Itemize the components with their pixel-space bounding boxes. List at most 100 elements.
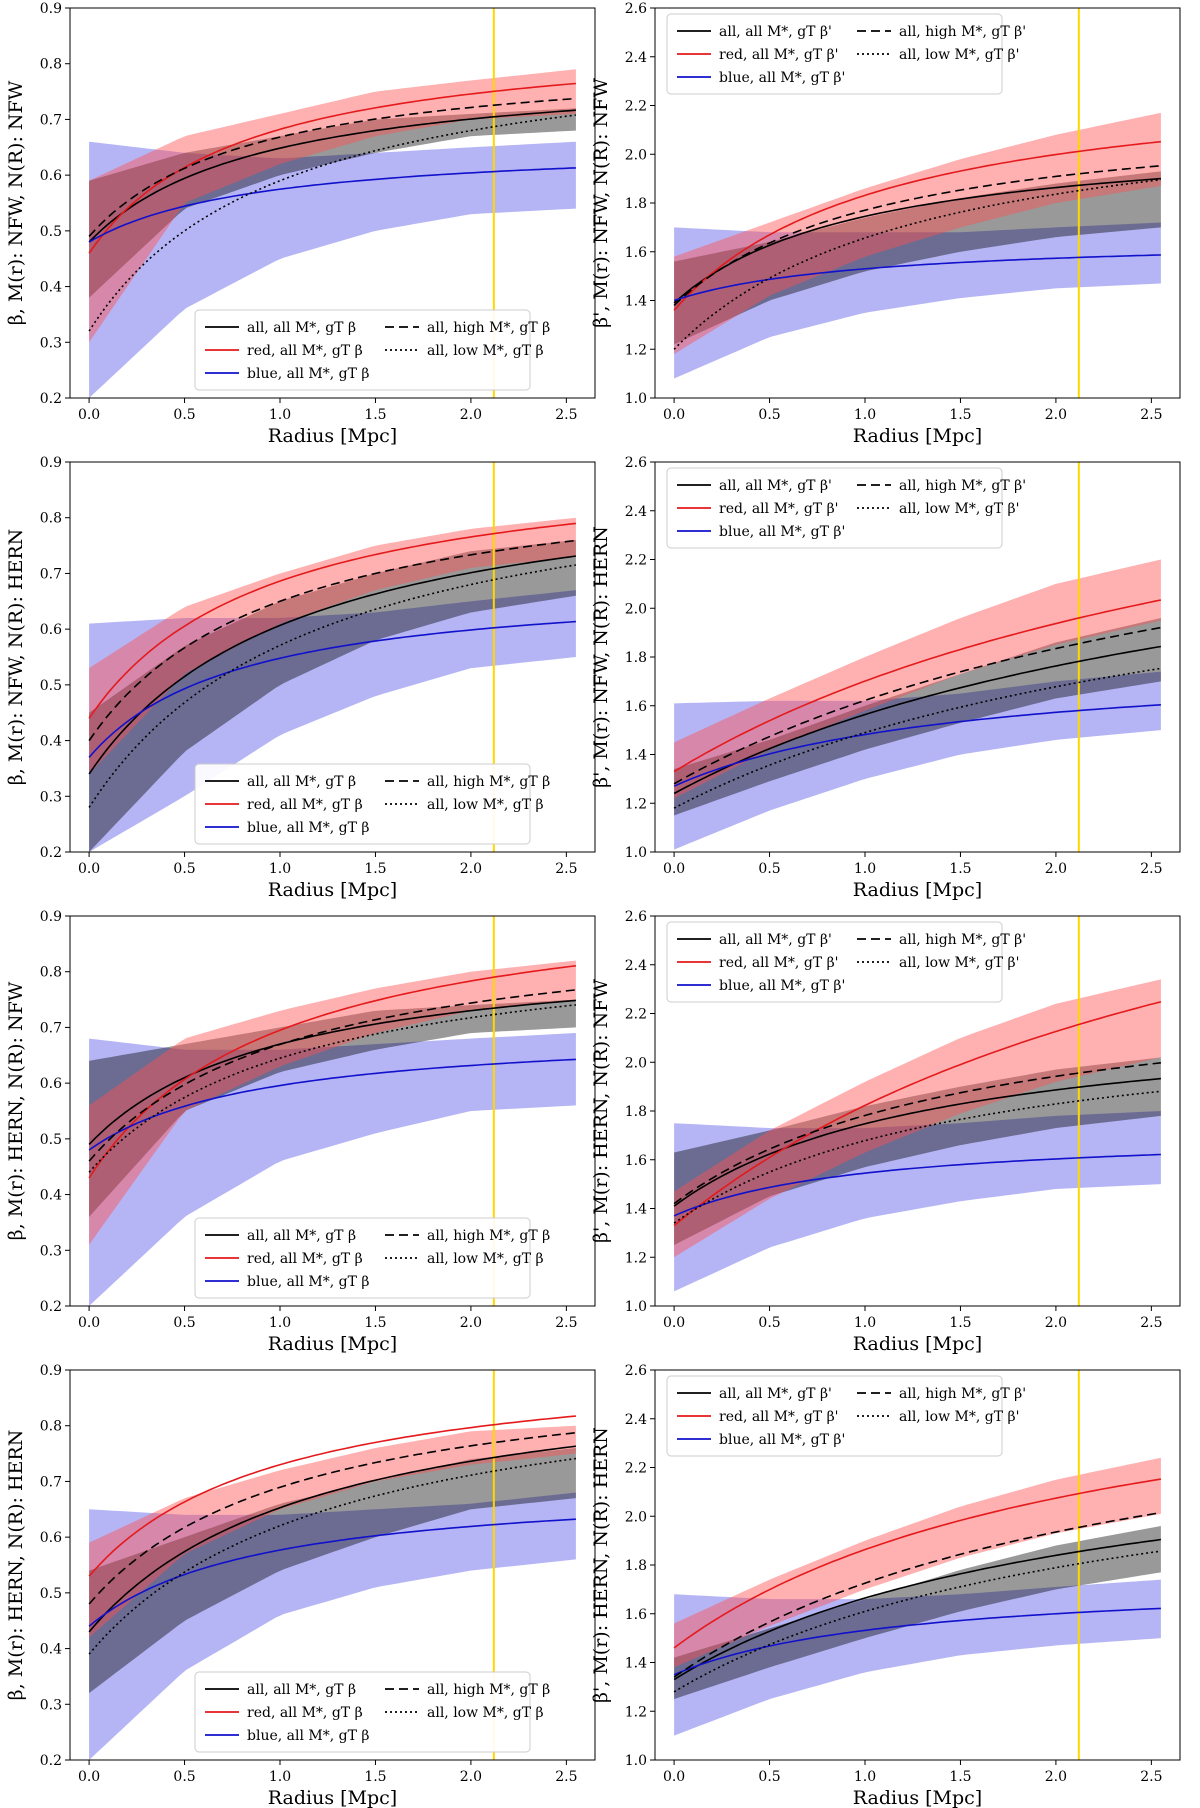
x-tick-label: 0.0 [663, 1315, 685, 1331]
y-tick-label: 0.2 [40, 1299, 62, 1315]
legend-label: blue, all M*, gT β' [719, 524, 845, 540]
x-tick-label: 2.0 [1045, 407, 1067, 423]
chart-panel-row1-right: 0.0 0.5 1.0 1.5 2.0 2.5 1.0 1.2 1.4 1.6 1.8 2.0 2.2 2… [590, 1, 1181, 447]
series-line-1 [673, 599, 1162, 773]
x-axis-label: Radius [Mpc] [853, 879, 982, 901]
series-line-0 [88, 555, 577, 775]
x-tick-label: 1.0 [269, 407, 291, 423]
band-e41a1c [674, 112, 1161, 355]
band-1111cc [674, 1579, 1161, 1736]
band-000000 [674, 1526, 1161, 1700]
legend-label: all, low M*, gT β [427, 343, 544, 359]
legend-label: blue, all M*, gT β [247, 820, 369, 836]
legend-label: all, low M*, gT β' [899, 955, 1019, 971]
x-tick-label: 0.0 [663, 1769, 685, 1785]
x-tick-label: 2.5 [1140, 1315, 1162, 1331]
band-000000 [674, 171, 1161, 345]
plot-area [88, 462, 577, 852]
plot-area [673, 916, 1162, 1306]
y-tick-label: 1.2 [625, 342, 647, 358]
series-line-3 [673, 1511, 1162, 1678]
legend-label: all, low M*, gT β [427, 797, 544, 813]
x-tick-label: 2.5 [555, 1315, 577, 1331]
legend-frame [194, 309, 531, 391]
x-axis-label: Radius [Mpc] [853, 1333, 982, 1355]
legend-label: blue, all M*, gT β [247, 366, 369, 382]
y-tick-label: 1.2 [625, 796, 647, 812]
y-tick-label: 0.7 [40, 1020, 62, 1036]
legend-label: blue, all M*, gT β' [719, 70, 845, 86]
y-axis-label: β', M(r): HERN, N(R): NFW [590, 979, 612, 1243]
x-tick-label: 2.0 [460, 861, 482, 877]
y-tick-label: 0.6 [40, 622, 62, 638]
y-tick-label: 1.6 [625, 699, 647, 715]
series-line-2 [673, 704, 1161, 787]
series-line-3 [673, 164, 1161, 306]
x-tick-label: 0.5 [758, 1769, 780, 1785]
series-line-1 [673, 1478, 1162, 1649]
series-line-2 [673, 254, 1161, 302]
y-tick-label: 2.2 [625, 1007, 647, 1023]
y-tick-label: 0.7 [40, 566, 62, 582]
series-line-3 [88, 1431, 576, 1605]
series-line-1 [673, 140, 1161, 311]
y-tick-label: 2.4 [625, 50, 647, 66]
y-tick-label: 0.8 [40, 1419, 62, 1435]
legend-frame [666, 467, 1003, 549]
x-tick-label: 0.5 [173, 861, 195, 877]
y-axis-label: β', M(r): NFW, N(R): HERN [590, 526, 612, 788]
legend-label: red, all M*, gT β' [719, 47, 839, 63]
series-line-1 [88, 522, 576, 719]
x-tick-label: 2.0 [1045, 861, 1067, 877]
x-tick-label: 0.0 [663, 407, 685, 423]
y-tick-label: 0.4 [40, 1188, 62, 1204]
x-tick-label: 2.0 [1045, 1315, 1067, 1331]
y-tick-label: 1.6 [625, 245, 647, 261]
y-tick-label: 1.4 [625, 1202, 647, 1218]
x-tick-label: 0.5 [173, 1315, 195, 1331]
y-tick-label: 2.2 [625, 99, 647, 115]
plot-area [673, 1370, 1162, 1760]
y-tick-label: 1.0 [625, 845, 647, 861]
legend-label: red, all M*, gT β [247, 343, 363, 359]
legend-label: all, high M*, gT β' [899, 932, 1026, 948]
x-tick-label: 0.5 [173, 1769, 195, 1785]
y-tick-label: 0.6 [40, 1076, 62, 1092]
x-tick-label: 1.5 [364, 407, 386, 423]
y-tick-label: 0.4 [40, 1642, 62, 1658]
band-000000 [89, 540, 576, 852]
y-tick-label: 2.0 [625, 601, 647, 617]
chart-panel-row3-right: 0.0 0.5 1.0 1.5 2.0 2.5 1.0 1.2 1.4 1.6 1.8 2.0 2.2 2… [590, 909, 1181, 1355]
legend-label: all, high M*, gT β' [899, 24, 1026, 40]
y-tick-label: 1.4 [625, 294, 647, 310]
x-tick-label: 1.5 [949, 407, 971, 423]
y-tick-label: 2.0 [625, 1055, 647, 1071]
axes-frame [69, 7, 596, 399]
series-line-0 [88, 999, 576, 1145]
series-line-3 [88, 539, 576, 742]
x-axis-label: Radius [Mpc] [268, 1333, 397, 1355]
x-tick-label: 1.5 [364, 861, 386, 877]
chart-panel-row2-right: 0.0 0.5 1.0 1.5 2.0 2.5 1.0 1.2 1.4 1.6 1.8 2.0 2.2 2… [590, 455, 1181, 901]
legend: all, all M*, gT β red, all M*, gT β blue, … [194, 763, 550, 845]
y-axis-label: β, M(r): NFW, N(R): HERN [5, 529, 27, 786]
series-line-0 [88, 109, 576, 243]
y-tick-label: 0.9 [40, 455, 62, 471]
y-tick-label: 2.6 [625, 455, 647, 471]
y-tick-label: 0.3 [40, 1697, 62, 1713]
series-line-2 [88, 1518, 576, 1627]
series-line-0 [673, 177, 1161, 304]
y-tick-label: 0.5 [40, 224, 62, 240]
legend-label: all, all M*, gT β' [719, 24, 832, 40]
y-tick-label: 0.7 [40, 1474, 62, 1490]
series-line-2 [88, 1058, 576, 1151]
series-line-0 [673, 1538, 1162, 1681]
band-1111cc [674, 671, 1161, 850]
x-tick-label: 1.5 [949, 1769, 971, 1785]
x-tick-label: 0.5 [758, 861, 780, 877]
band-1111cc [89, 1033, 576, 1306]
legend-label: all, high M*, gT β [427, 320, 550, 336]
legend-frame [194, 763, 531, 845]
legend-label: all, all M*, gT β [247, 320, 356, 336]
